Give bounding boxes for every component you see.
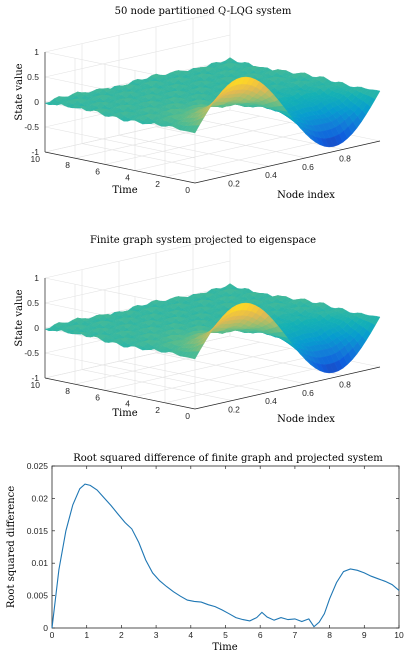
plot2-surface — [44, 283, 381, 374]
plot3-axes-box — [51, 465, 400, 629]
plot2-xlabel: Node index — [277, 414, 335, 425]
time-tick-label: 0 — [185, 411, 190, 421]
time-tick-label: 8 — [65, 386, 70, 396]
x-tick-label: 10 — [394, 630, 404, 640]
time-tick-label: 8 — [65, 160, 70, 170]
time-tick-label: 10 — [31, 380, 41, 390]
z-tick-label: -1 — [31, 147, 39, 157]
z-tick-label: 1 — [34, 273, 39, 283]
x-tick-label: 0 — [50, 630, 55, 640]
plot1-ticks: 1 0.5 0 -0.5 -1 0 2 4 6 8 10 0.2 0.4 0.6 0.8 — [24, 47, 351, 195]
plot2-ticks: 1 0.5 0 -0.5 -1 0 2 4 6 8 10 0.2 0.4 0.6 0.8 — [24, 273, 351, 421]
plot3-xlabel: Time — [212, 642, 237, 653]
plot1-xlabel: Node index — [277, 190, 335, 201]
x-tick-label: 1 — [84, 630, 89, 640]
time-tick-label: 4 — [125, 399, 130, 409]
z-tick-label: 0.5 — [27, 298, 39, 308]
plot2-title: Finite graph system projected to eigensp… — [90, 235, 316, 246]
y-tick-label: 0 — [43, 623, 48, 633]
time-tick-label: 6 — [95, 392, 100, 402]
y-tick-label: 0.015 — [27, 526, 49, 536]
node-tick-label: 0.4 — [265, 170, 277, 180]
time-tick-label: 2 — [155, 179, 160, 189]
node-tick-label: 0.2 — [228, 405, 240, 415]
x-tick-label: 7 — [293, 630, 298, 640]
x-tick-label: 2 — [119, 630, 124, 640]
time-tick-label: 0 — [185, 185, 190, 195]
node-tick-label: 0.2 — [228, 179, 240, 189]
difference-series-line — [51, 483, 400, 629]
line-plot: Root squared difference of finite graph … — [6, 453, 404, 653]
z-tick-label: -0.5 — [24, 122, 39, 132]
plot2-ylabel: Time — [112, 408, 137, 419]
z-tick-label: -1 — [31, 373, 39, 383]
z-tick-label: 0 — [34, 323, 39, 333]
plot2-zlabel: State value — [14, 289, 25, 346]
plot1-title: 50 node partitioned Q-LQG system — [115, 6, 292, 17]
x-tick-label: 8 — [327, 630, 332, 640]
time-tick-label: 6 — [95, 166, 100, 176]
plot1-ylabel: Time — [112, 185, 137, 196]
x-tick-label: 4 — [188, 630, 193, 640]
node-tick-label: 0.4 — [265, 396, 277, 406]
plot3-title: Root squared difference of finite graph … — [73, 453, 383, 464]
node-tick-label: 0.6 — [302, 162, 314, 172]
y-tick-label: 0.025 — [27, 461, 49, 471]
x-tick-label: 9 — [362, 630, 367, 640]
x-tick-label: 3 — [154, 630, 159, 640]
surface-plot-1: 50 node partitioned Q-LQG system 1 0.5 0 -0… — [14, 6, 381, 201]
plot3-ticks: 0 1 2 3 4 5 6 7 8 9 10 0 0.005 0.01 0.015 0.02 0.025 — [27, 461, 404, 640]
z-tick-label: -0.5 — [24, 348, 39, 358]
surface-plot-2: Finite graph system projected to eigensp… — [14, 235, 381, 425]
plot1-surface — [44, 57, 381, 148]
plot3-series — [51, 483, 400, 629]
x-tick-label: 5 — [223, 630, 228, 640]
z-tick-label: 0.5 — [27, 72, 39, 82]
time-tick-label: 10 — [31, 154, 41, 164]
time-tick-label: 2 — [155, 405, 160, 415]
plot3-ylabel: Root squared difference — [6, 486, 17, 608]
node-tick-label: 0.8 — [339, 153, 351, 163]
x-tick-label: 6 — [258, 630, 263, 640]
z-tick-label: 1 — [34, 47, 39, 57]
node-tick-label: 0.6 — [302, 388, 314, 398]
y-tick-label: 0.01 — [31, 558, 48, 568]
plot1-zlabel: State value — [14, 63, 25, 120]
z-tick-label: 0 — [34, 97, 39, 107]
time-tick-label: 4 — [125, 173, 130, 183]
node-tick-label: 0.8 — [339, 379, 351, 389]
y-tick-label: 0.005 — [27, 591, 49, 601]
y-tick-label: 0.02 — [31, 493, 48, 503]
